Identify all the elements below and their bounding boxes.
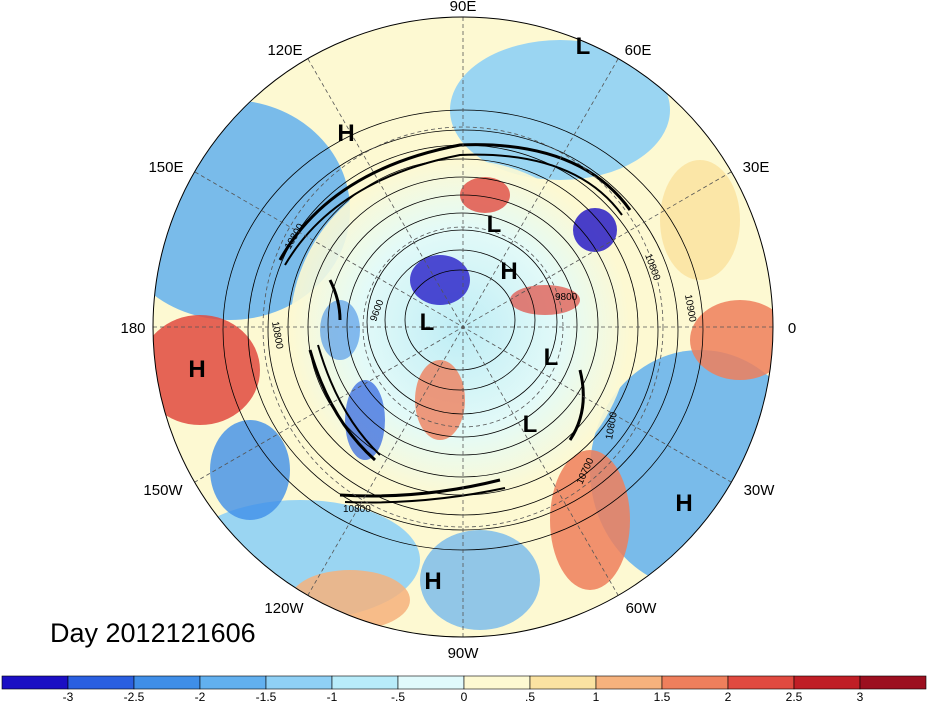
colorbar-swatch: [727, 675, 795, 690]
graticule: [153, 17, 773, 637]
colorbar-tick-label: 3: [857, 690, 864, 702]
lon-label-90e: 90E: [450, 0, 477, 15]
pressure-low: L: [576, 33, 591, 60]
lon-label-60e: 60E: [625, 42, 652, 59]
lon-label-150e: 150E: [148, 159, 183, 176]
pressure-low: L: [487, 211, 502, 238]
colorbar-swatch: [265, 675, 333, 690]
contour-label: 10800: [343, 504, 371, 515]
colorbar-tick-label: -.5: [391, 690, 405, 702]
lon-label-180: 180: [120, 320, 145, 337]
colorbar-swatch: [529, 675, 597, 690]
colorbar-tick-label: -1.5: [256, 690, 277, 702]
day-label: Day 2012121606: [50, 618, 256, 648]
contour-label: 10800: [604, 411, 620, 441]
contour-label: 10800: [269, 321, 285, 351]
pressure-high: H: [500, 258, 517, 285]
longitude-labels: 90E 60E 30E 0 30W 60W 90W 120W 150W 180 …: [120, 0, 796, 662]
colorbar: -3 -2.5 -2 -1.5 -1 -.5 0 .5 1 1.5 2 2.5 3: [1, 675, 927, 702]
colorbar-swatch: [199, 675, 267, 690]
contour-label: 10900: [682, 294, 698, 324]
pressure-high: H: [675, 490, 692, 517]
pressure-high: H: [188, 356, 205, 383]
colorbar-swatch: [331, 675, 399, 690]
pressure-high: H: [337, 120, 354, 147]
lon-label-120w: 120W: [264, 600, 304, 617]
colorbar-swatch: [595, 675, 663, 690]
contour-label: 9800: [555, 292, 578, 303]
pressure-low: L: [523, 411, 538, 438]
pressure-low: L: [420, 309, 435, 336]
pressure-systems: L H L H L L L H H H: [188, 33, 692, 595]
colorbar-tick-label: -3: [63, 690, 74, 702]
colorbar-swatch: [793, 675, 861, 690]
lon-label-60w: 60W: [626, 600, 658, 617]
colorbar-swatch: [1, 675, 69, 690]
lon-label-150w: 150W: [143, 482, 183, 499]
colorbar-swatch: [661, 675, 729, 690]
pressure-high: H: [424, 568, 441, 595]
colorbar-tick-label: 0: [461, 690, 468, 702]
colorbar-tick-label: -2: [195, 690, 206, 702]
colorbar-swatch: [397, 675, 465, 690]
colorbar-tick-label: -1: [327, 690, 338, 702]
lon-label-30w: 30W: [744, 482, 776, 499]
colorbar-tick-label: -2.5: [124, 690, 145, 702]
colorbar-swatch: [859, 675, 927, 690]
lon-label-120e: 120E: [267, 42, 302, 59]
colorbar-tick-label: 1: [593, 690, 600, 702]
colorbar-tick-label: .5: [525, 690, 535, 702]
lon-label-90w: 90W: [448, 645, 480, 662]
globe-border: [152, 16, 774, 638]
lon-label-0: 0: [788, 320, 796, 337]
colorbar-tick-label: 1.5: [654, 690, 671, 702]
colorbar-swatch: [463, 675, 531, 690]
colorbar-tick-label: 2.5: [786, 690, 803, 702]
pressure-low: L: [544, 344, 559, 371]
lon-label-30e: 30E: [743, 159, 770, 176]
colorbar-tick-label: 2: [725, 690, 732, 702]
colorbar-swatch: [133, 675, 201, 690]
colorbar-swatch: [67, 675, 135, 690]
